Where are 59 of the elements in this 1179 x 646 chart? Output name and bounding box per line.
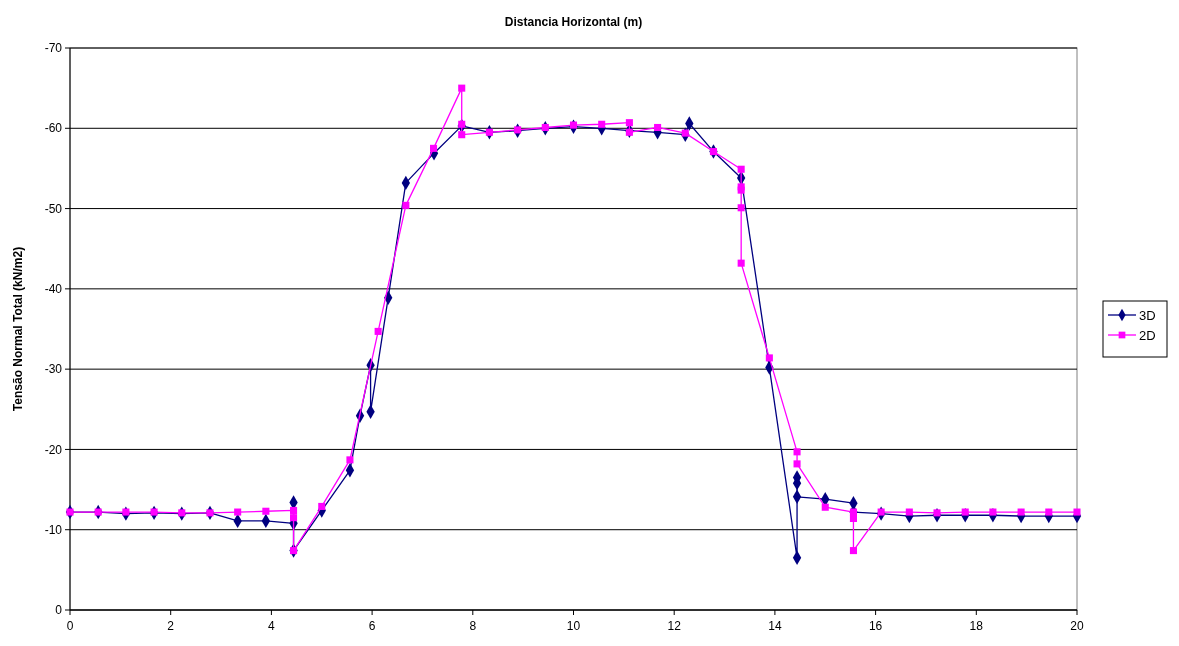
point [654, 123, 662, 132]
y-tick-label: -20 [44, 442, 63, 457]
point [625, 119, 633, 127]
point [318, 502, 326, 510]
point [598, 120, 606, 128]
point [458, 131, 466, 139]
y-tick-label: -40 [44, 282, 63, 297]
point [429, 144, 438, 152]
y-tick-label: 0 [55, 603, 63, 618]
point [234, 508, 242, 516]
point [374, 327, 382, 335]
point [346, 456, 354, 464]
point [541, 123, 549, 132]
point [458, 84, 466, 92]
x-tick-label: 0 [66, 619, 74, 633]
point [290, 514, 298, 522]
point [849, 514, 857, 523]
point [821, 503, 829, 511]
point [625, 128, 633, 136]
y-axis-title: Tensão Normal Total (kN/m2) [11, 246, 25, 412]
point [905, 508, 913, 516]
point [933, 509, 941, 517]
point [402, 201, 410, 209]
point [737, 204, 745, 212]
point [765, 354, 773, 362]
point [1017, 508, 1025, 516]
point [1073, 508, 1081, 516]
x-tick-label: 8 [469, 619, 477, 633]
point [122, 508, 130, 516]
point [737, 165, 745, 173]
point [150, 508, 158, 516]
x-tick-label: 4 [268, 619, 276, 633]
x-tick-label: 6 [368, 619, 376, 633]
point [793, 448, 801, 456]
x-tick-label: 10 [566, 619, 581, 633]
chart-title: Distancia Horizontal (m) [504, 15, 643, 29]
point [989, 508, 997, 516]
point [793, 460, 801, 468]
x-tick-label: 20 [1070, 619, 1084, 633]
point [206, 509, 214, 517]
point [849, 547, 857, 555]
x-tick-label: 2 [167, 619, 175, 633]
y-tick-label: -30 [44, 362, 63, 377]
legend-label: 3D [1139, 307, 1156, 323]
point [1045, 508, 1053, 516]
point [290, 506, 298, 514]
x-tick-label: 14 [768, 619, 782, 633]
legend-label: 2D [1139, 327, 1156, 343]
point [262, 507, 270, 515]
point [737, 259, 745, 267]
y-tick-label: -60 [44, 121, 63, 136]
point [709, 148, 718, 156]
x-tick-label: 12 [667, 619, 682, 633]
point [569, 121, 578, 129]
y-tick-label: -70 [44, 41, 63, 56]
x-tick-label: 16 [868, 619, 883, 633]
x-tick-label: 18 [969, 619, 984, 633]
y-tick-label: -10 [44, 522, 63, 537]
y-tick-label: -50 [44, 201, 63, 216]
